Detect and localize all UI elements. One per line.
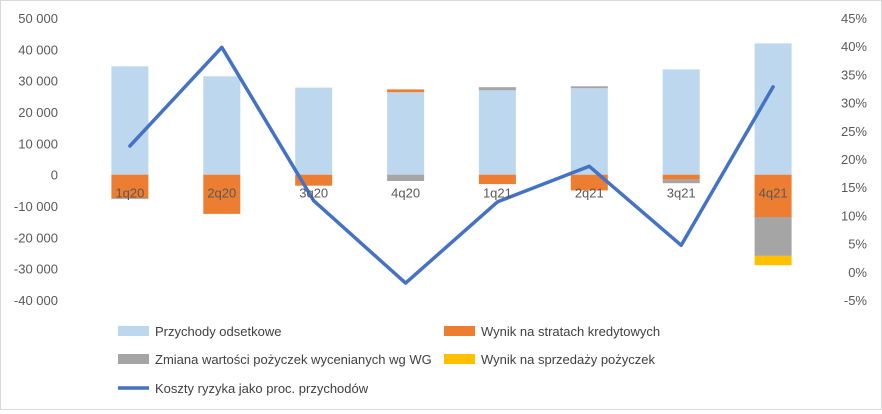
category-label-2q21: 2q21 xyxy=(575,186,604,201)
right-tick-label: 0% xyxy=(848,265,867,280)
right-tick-label: -5% xyxy=(844,293,868,308)
bar-3q21-series-0 xyxy=(663,69,700,174)
legend-item-1: Wynik na stratach kredytowych xyxy=(444,324,660,339)
bar-4q21-series-2 xyxy=(755,217,792,256)
left-tick-label: 40 000 xyxy=(18,42,58,57)
bar-1q20-series-0 xyxy=(111,66,148,174)
category-labels: 1q20 2q20 3q20 4q20 1q21 2q21 3q21 4q21 xyxy=(115,186,787,201)
right-tick-label: 40% xyxy=(841,39,867,54)
legend-swatch xyxy=(118,354,149,364)
right-tick-label: 15% xyxy=(841,180,867,195)
left-tick-label: 30 000 xyxy=(18,74,58,89)
right-tick-label: 25% xyxy=(841,124,867,139)
left-axis: 50 000 40 000 30 000 20 000 10 000 0 -10 000 -2… xyxy=(14,11,58,308)
category-label-2q20: 2q20 xyxy=(207,186,236,201)
bar-1q21-series-1 xyxy=(479,175,516,184)
category-label-4q20: 4q20 xyxy=(391,186,420,201)
legend-item-2: Zmiana wartości pożyczek wycenianych wg … xyxy=(118,352,432,367)
legend-label: Zmiana wartości pożyczek wycenianych wg … xyxy=(155,352,432,367)
category-label-3q21: 3q21 xyxy=(667,186,696,201)
bar-2q20-series-0 xyxy=(203,76,240,174)
left-tick-label: 20 000 xyxy=(18,105,58,120)
legend-label: Koszty ryzyka jako proc. przychodów xyxy=(155,381,369,396)
legend-item-0: Przychody odsetkowe xyxy=(118,324,281,339)
right-tick-label: 45% xyxy=(841,11,867,26)
bar-2q21-series-0 xyxy=(571,88,608,175)
bar-1q21-series-0 xyxy=(479,90,516,174)
category-label-1q21: 1q21 xyxy=(483,186,512,201)
left-tick-label: 50 000 xyxy=(18,11,58,26)
bar-4q20-series-0 xyxy=(387,92,424,174)
legend-swatch xyxy=(444,326,475,336)
left-tick-label: -40 000 xyxy=(14,293,58,308)
right-tick-label: 30% xyxy=(841,96,867,111)
bar-4q21-series-3 xyxy=(755,256,792,265)
category-label-3q20: 3q20 xyxy=(299,186,328,201)
legend-swatch xyxy=(444,354,475,364)
bar-4q20-series-2 xyxy=(387,175,424,181)
legend-swatch xyxy=(118,326,149,336)
bar-3q20-series-0 xyxy=(295,88,332,175)
legend-item-3: Wynik na sprzedaży pożyczek xyxy=(444,352,656,367)
category-label-4q21: 4q21 xyxy=(759,186,788,201)
right-tick-label: 20% xyxy=(841,152,867,167)
left-tick-label: 0 xyxy=(51,168,58,183)
legend-label: Wynik na sprzedaży pożyczek xyxy=(481,352,656,367)
left-tick-label: -10 000 xyxy=(14,199,58,214)
right-tick-label: 10% xyxy=(841,208,867,223)
bar-3q21-series-2 xyxy=(663,179,700,183)
legend-label: Przychody odsetkowe xyxy=(155,324,281,339)
left-tick-label: -20 000 xyxy=(14,230,58,245)
legend-item-4: Koszty ryzyka jako proc. przychodów xyxy=(118,381,369,396)
bar-4q20-series-1 xyxy=(387,89,424,92)
right-axis: 45% 40% 35% 30% 25% 20% 15% 10% 5% 0% -5% xyxy=(841,11,867,308)
bar-1q21-series-2 xyxy=(479,87,516,90)
bar-2q21-series-2 xyxy=(571,86,608,88)
right-tick-label: 35% xyxy=(841,67,867,82)
left-tick-label: 10 000 xyxy=(18,136,58,151)
category-label-1q20: 1q20 xyxy=(115,186,144,201)
legend-label: Wynik na stratach kredytowych xyxy=(481,324,660,339)
left-tick-label: -30 000 xyxy=(14,262,58,277)
legend: Przychody odsetkowe Wynik na stratach kre… xyxy=(118,324,660,396)
bar-3q21-series-1 xyxy=(663,175,700,180)
right-tick-label: 5% xyxy=(848,237,867,252)
